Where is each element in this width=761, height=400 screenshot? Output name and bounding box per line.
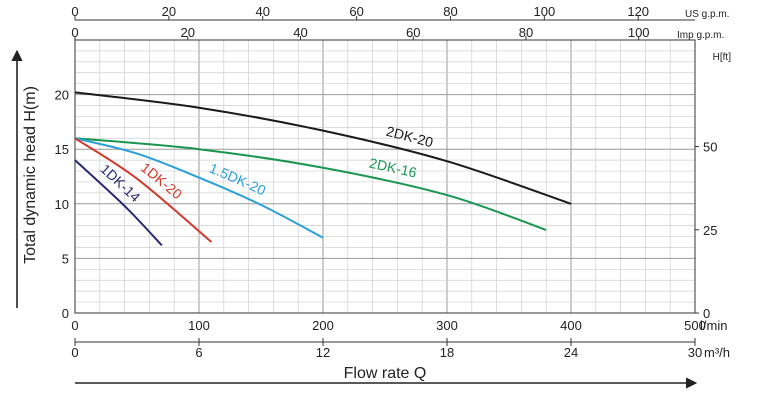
- curve-label-2dk-16: 2DK-16: [368, 155, 419, 181]
- x-tick-label-m3h: 12: [316, 345, 330, 360]
- y-tick-label-ft: 50: [703, 140, 717, 155]
- x-tick-label-impgpm: 100: [628, 25, 650, 40]
- curve-1-5dk-20: [74, 137, 324, 239]
- x-tick-label-impgpm: 40: [293, 25, 307, 40]
- m3h-unit: m³/h: [704, 345, 730, 360]
- x-tick-label-lmin: 0: [71, 318, 78, 333]
- x-tick-label-m3h: 0: [71, 345, 78, 360]
- x-tick-label-lmin: 400: [560, 318, 582, 333]
- y-tick-label-m: 0: [62, 306, 69, 321]
- x-tick-label-m3h: 24: [564, 345, 578, 360]
- curve-2dk-20: [74, 91, 572, 205]
- y-tick-label-ft: 25: [703, 223, 717, 238]
- y-tick-label-ft: 0: [703, 306, 710, 321]
- y-tick-label-m: 10: [55, 197, 69, 212]
- plot-frame: [74, 39, 696, 314]
- x-tick-label-lmin: 200: [312, 318, 334, 333]
- x-tick-label-m3h: 6: [195, 345, 202, 360]
- feet-unit: H[ft]: [713, 52, 732, 63]
- x-tick-label-m3h: 18: [440, 345, 454, 360]
- y-tick-label-m: 5: [62, 251, 69, 266]
- x-tick-label-lmin: 300: [436, 318, 458, 333]
- x-tick-label-impgpm: 60: [406, 25, 420, 40]
- x-tick-label-m3h: 30: [688, 345, 702, 360]
- x-tick-label-usgpm: 60: [349, 4, 363, 19]
- x-tick-label-usgpm: 120: [627, 4, 649, 19]
- x-tick-label-impgpm: 80: [519, 25, 533, 40]
- x-tick-label-usgpm: 40: [256, 4, 270, 19]
- y-tick-label-m: 20: [55, 88, 69, 103]
- y-axis-title: Total dynamic head H(m): [22, 86, 39, 264]
- x-axis-title: Flow rate Q: [344, 365, 427, 382]
- x-tick-label-usgpm: 100: [533, 4, 555, 19]
- curve-label-1dk-20: 1DK-20: [138, 159, 186, 202]
- curve-2dk-16: [74, 137, 547, 231]
- imp-gpm-unit: Imp g.p.m.: [677, 30, 724, 41]
- us-gpm-unit: US g.p.m.: [685, 9, 729, 20]
- y-tick-label-m: 15: [55, 142, 69, 157]
- x-tick-label-usgpm: 80: [443, 4, 457, 19]
- lmin-unit: l/min: [700, 318, 727, 333]
- curve-1dk-14: [74, 159, 163, 246]
- x-tick-label-usgpm: 20: [162, 4, 176, 19]
- curve-1dk-20: [74, 137, 213, 243]
- x-tick-label-lmin: 100: [188, 318, 210, 333]
- x-tick-label-impgpm: 20: [181, 25, 195, 40]
- x-tick-label-usgpm: 0: [71, 4, 78, 19]
- x-tick-label-impgpm: 0: [71, 25, 78, 40]
- x-tick-label-lmin: 500: [684, 318, 706, 333]
